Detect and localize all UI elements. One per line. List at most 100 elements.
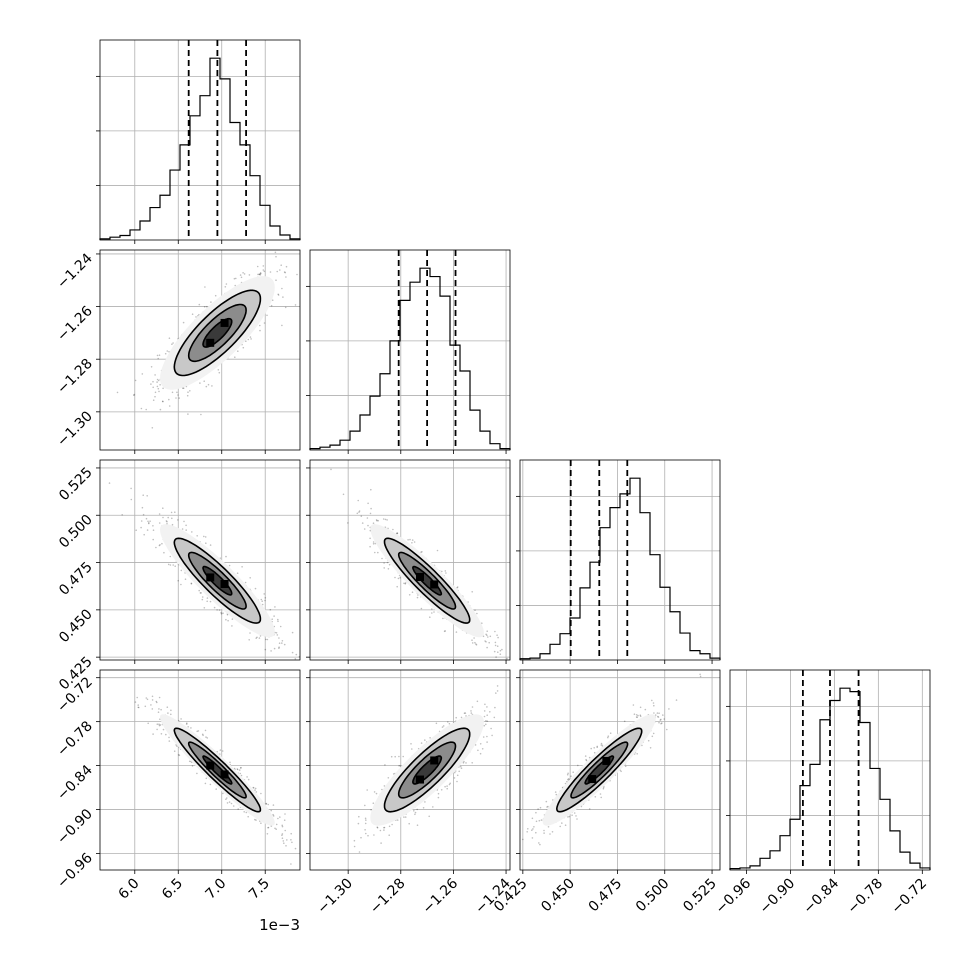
scatter-point xyxy=(255,637,257,639)
scatter-point xyxy=(486,741,488,743)
scatter-point xyxy=(448,722,451,725)
scatter-point xyxy=(180,718,182,720)
scatter-point xyxy=(588,756,591,759)
scatter-point xyxy=(479,743,482,745)
scatter-point xyxy=(231,618,234,620)
scatter-point xyxy=(284,813,286,815)
scatter-point xyxy=(377,519,380,522)
scatter-point xyxy=(416,824,419,826)
scatter-point xyxy=(273,615,275,617)
scatter-point xyxy=(486,720,489,722)
scatter-point xyxy=(460,716,463,719)
density-peak xyxy=(220,770,229,779)
scatter-point xyxy=(410,743,412,745)
scatter-point xyxy=(216,609,218,611)
scatter-point xyxy=(133,394,135,397)
scatter-point xyxy=(230,802,233,805)
contour-line xyxy=(187,303,247,363)
scatter-point xyxy=(214,294,217,297)
scatter-point xyxy=(265,638,267,641)
scatter-point xyxy=(476,700,479,703)
scatter-point xyxy=(136,696,138,699)
scatter-point xyxy=(166,350,169,352)
scatter-point xyxy=(386,519,388,521)
scatter-point xyxy=(177,519,179,521)
scatter-point xyxy=(159,408,162,411)
scatter-point xyxy=(471,642,474,644)
scatter-point xyxy=(568,815,571,818)
scatter-point xyxy=(266,638,269,641)
scatter-point xyxy=(360,515,363,517)
scatter-point xyxy=(411,542,413,544)
scatter-point xyxy=(449,782,452,785)
scatter-point xyxy=(225,618,227,621)
scatter-point xyxy=(254,789,256,791)
scatter-point xyxy=(145,517,148,520)
scatter-point xyxy=(535,831,537,834)
y-tick-label: −1.28 xyxy=(54,356,96,398)
density-peak xyxy=(588,775,597,784)
scatter-point xyxy=(294,658,297,660)
scatter-point xyxy=(482,736,485,738)
scatter-point xyxy=(265,803,268,805)
scatter-point xyxy=(205,542,207,544)
scatter-point xyxy=(156,385,159,388)
scatter-point xyxy=(285,265,288,268)
scatter-point xyxy=(660,718,662,721)
scatter-point xyxy=(448,783,451,786)
scatter-point xyxy=(398,764,400,767)
scatter-point xyxy=(203,607,206,609)
scatter-point xyxy=(373,791,376,793)
scatter-point xyxy=(267,826,269,829)
scatter-point xyxy=(567,772,569,775)
scatter-point xyxy=(240,766,242,769)
scatter-point xyxy=(243,273,246,275)
scatter-point xyxy=(185,529,187,531)
contour-line xyxy=(397,551,457,610)
scatter-point xyxy=(257,273,259,276)
scatter-point xyxy=(177,719,180,722)
scatter-point xyxy=(494,644,497,647)
scatter-point xyxy=(274,827,276,830)
scatter-point xyxy=(497,651,499,653)
scatter-point xyxy=(181,528,184,530)
scatter-point xyxy=(699,675,702,678)
scatter-point xyxy=(264,599,266,602)
scatter-point xyxy=(185,524,187,527)
scatter-point xyxy=(283,271,286,273)
hist-panel-1 xyxy=(306,249,511,451)
scatter-point xyxy=(422,807,425,809)
scatter-point xyxy=(453,771,456,774)
scatter-point xyxy=(250,338,252,340)
density-peak xyxy=(206,573,215,582)
hist-panel-3 xyxy=(726,669,931,871)
scatter-point xyxy=(258,273,261,276)
y-tick-label: −0.96 xyxy=(54,850,96,892)
scatter-point xyxy=(206,600,208,603)
scatter-point xyxy=(140,407,143,410)
scatter-point xyxy=(372,522,375,524)
contour-line xyxy=(383,537,471,624)
scatter-point xyxy=(183,520,185,523)
scatter-point xyxy=(456,774,459,777)
scatter-point xyxy=(261,600,264,602)
scatter-point xyxy=(283,643,286,646)
scatter-point xyxy=(347,522,349,524)
scatter-point xyxy=(274,251,277,254)
x-tick-label: 6.5 xyxy=(159,876,186,903)
scatter-panel-1-2 xyxy=(309,459,511,661)
scatter-point xyxy=(156,701,158,704)
scatter-point xyxy=(156,378,159,381)
scatter-point xyxy=(182,387,185,390)
scatter-point xyxy=(252,786,254,789)
scatter-point xyxy=(576,818,578,820)
scatter-point xyxy=(531,817,534,820)
scatter-point xyxy=(264,597,267,599)
scatter-point xyxy=(388,834,391,836)
scatter-point xyxy=(140,526,142,529)
x-tick-label: 0.500 xyxy=(633,876,673,916)
scatter-point xyxy=(244,581,247,584)
scatter-point xyxy=(290,863,292,865)
scatter-point xyxy=(203,380,205,383)
